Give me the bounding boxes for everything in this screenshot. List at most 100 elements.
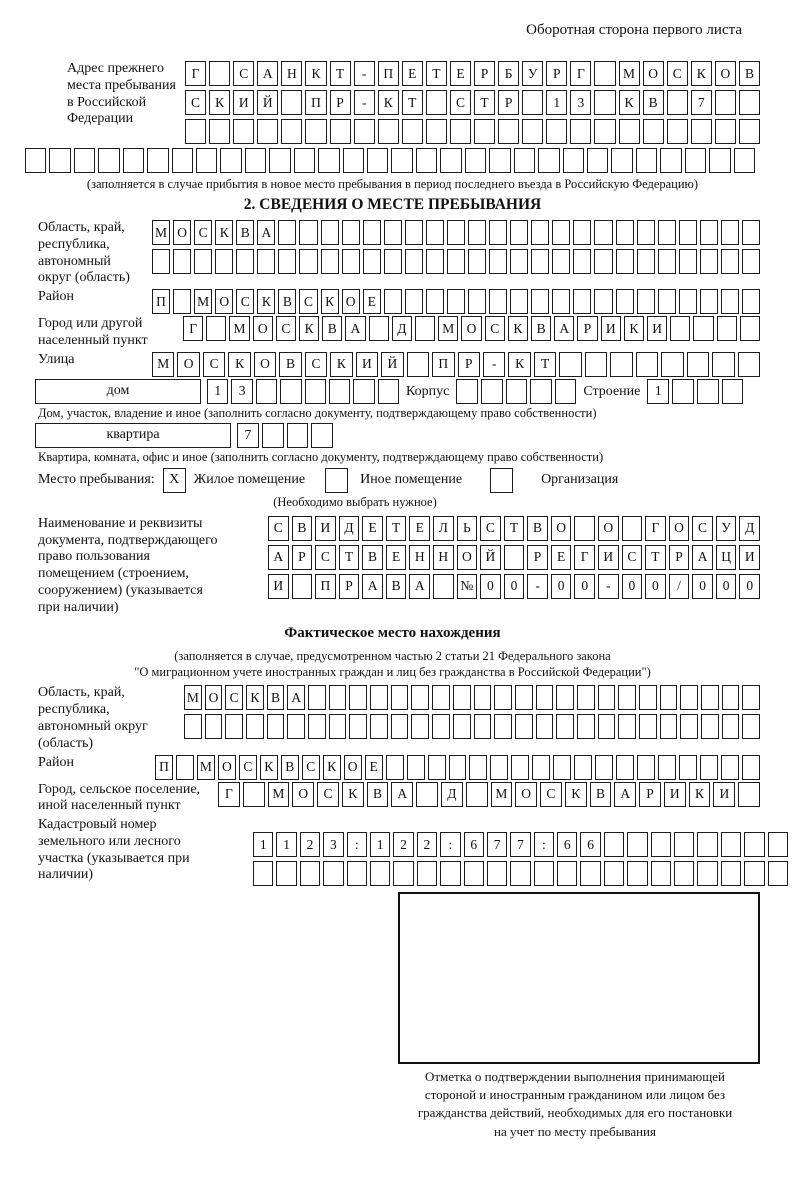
char-box[interactable] — [299, 220, 318, 245]
char-box[interactable] — [618, 714, 636, 740]
char-box[interactable] — [281, 90, 303, 115]
char-box[interactable] — [329, 119, 351, 144]
char-box[interactable]: Л — [432, 515, 454, 541]
char-box[interactable] — [611, 148, 633, 173]
char-box[interactable] — [531, 220, 550, 245]
char-box[interactable] — [280, 378, 302, 404]
char-box[interactable] — [411, 685, 430, 711]
char-box[interactable]: К — [320, 289, 339, 315]
char-box[interactable] — [446, 220, 466, 245]
char-box[interactable] — [318, 148, 340, 173]
char-box[interactable] — [522, 90, 544, 115]
char-box[interactable]: П — [432, 351, 455, 377]
char-box[interactable] — [574, 515, 595, 541]
char-box[interactable] — [553, 754, 572, 780]
char-box[interactable] — [744, 861, 765, 887]
char-box[interactable] — [603, 832, 625, 858]
char-box[interactable]: 1 — [369, 832, 391, 858]
char-box[interactable]: М — [267, 781, 290, 807]
char-box[interactable] — [276, 861, 297, 887]
char-box[interactable]: Р — [527, 544, 548, 570]
char-box[interactable] — [510, 289, 529, 315]
char-box[interactable] — [738, 119, 760, 144]
char-box[interactable] — [425, 119, 447, 144]
char-box[interactable]: О — [456, 544, 478, 570]
char-box[interactable] — [185, 119, 207, 144]
char-box[interactable] — [353, 378, 375, 404]
char-box[interactable]: П — [152, 289, 171, 315]
char-box[interactable]: С — [236, 289, 255, 315]
char-box[interactable] — [362, 220, 381, 245]
char-box[interactable] — [535, 714, 554, 740]
char-box[interactable]: А — [268, 544, 289, 570]
char-box[interactable] — [401, 119, 423, 144]
char-box[interactable]: 0 — [645, 573, 666, 599]
char-box[interactable] — [594, 289, 613, 315]
char-box[interactable]: : — [533, 832, 555, 858]
char-box[interactable] — [738, 90, 760, 115]
char-box[interactable] — [244, 148, 267, 173]
char-box[interactable] — [415, 148, 438, 173]
char-box[interactable] — [261, 422, 284, 448]
char-box[interactable]: В — [366, 781, 389, 807]
char-box[interactable]: Р — [338, 573, 360, 599]
char-box[interactable] — [215, 249, 234, 274]
char-box[interactable]: О — [252, 316, 273, 342]
char-box[interactable] — [236, 249, 255, 274]
char-box[interactable] — [383, 220, 402, 245]
char-box[interactable]: И — [268, 573, 289, 599]
char-box[interactable] — [530, 378, 552, 404]
checkbox-residential[interactable]: X — [162, 467, 186, 493]
char-box[interactable]: Е — [364, 754, 383, 780]
char-box[interactable]: О — [341, 289, 360, 315]
char-box[interactable]: К — [564, 781, 587, 807]
char-box[interactable] — [742, 754, 760, 780]
char-box[interactable]: О — [714, 61, 736, 86]
char-box[interactable] — [184, 714, 202, 740]
char-box[interactable] — [513, 148, 536, 173]
char-box[interactable] — [674, 861, 695, 887]
char-box[interactable] — [194, 249, 213, 274]
char-box[interactable]: У — [522, 61, 544, 86]
char-box[interactable]: С — [540, 781, 562, 807]
char-box[interactable]: Т — [329, 61, 351, 86]
char-box[interactable]: С — [692, 515, 713, 541]
char-box[interactable] — [737, 351, 760, 377]
char-box[interactable] — [370, 714, 388, 740]
char-box[interactable]: О — [668, 515, 690, 541]
char-box[interactable] — [739, 316, 760, 342]
char-box[interactable] — [480, 378, 503, 404]
char-box[interactable] — [680, 685, 698, 711]
char-box[interactable] — [680, 714, 698, 740]
char-box[interactable] — [741, 289, 760, 315]
char-box[interactable] — [657, 249, 676, 274]
char-box[interactable] — [98, 148, 120, 173]
char-box[interactable] — [328, 685, 347, 711]
char-box[interactable] — [636, 249, 655, 274]
char-box[interactable]: Р — [668, 544, 690, 570]
char-box[interactable]: В — [589, 781, 612, 807]
char-box[interactable] — [511, 754, 530, 780]
char-box[interactable] — [678, 289, 697, 315]
char-box[interactable] — [147, 148, 169, 173]
char-box[interactable] — [570, 119, 592, 144]
char-box[interactable] — [341, 220, 360, 245]
char-box[interactable]: 0 — [574, 573, 595, 599]
char-box[interactable] — [385, 754, 404, 780]
char-box[interactable] — [700, 754, 719, 780]
char-box[interactable] — [714, 119, 736, 144]
char-box[interactable]: Р — [329, 90, 351, 115]
char-box[interactable]: А — [391, 781, 414, 807]
char-box[interactable]: Г — [185, 61, 207, 86]
char-box[interactable] — [594, 220, 613, 245]
char-box[interactable] — [636, 289, 655, 315]
char-box[interactable]: С — [301, 754, 320, 780]
char-box[interactable]: В — [279, 351, 302, 377]
char-box[interactable] — [468, 249, 487, 274]
char-box[interactable] — [714, 90, 736, 115]
char-box[interactable] — [672, 378, 694, 404]
char-box[interactable]: 0 — [621, 573, 643, 599]
char-box[interactable]: Р — [457, 351, 480, 377]
char-box[interactable]: - — [482, 351, 506, 377]
char-box[interactable]: Т — [385, 515, 407, 541]
